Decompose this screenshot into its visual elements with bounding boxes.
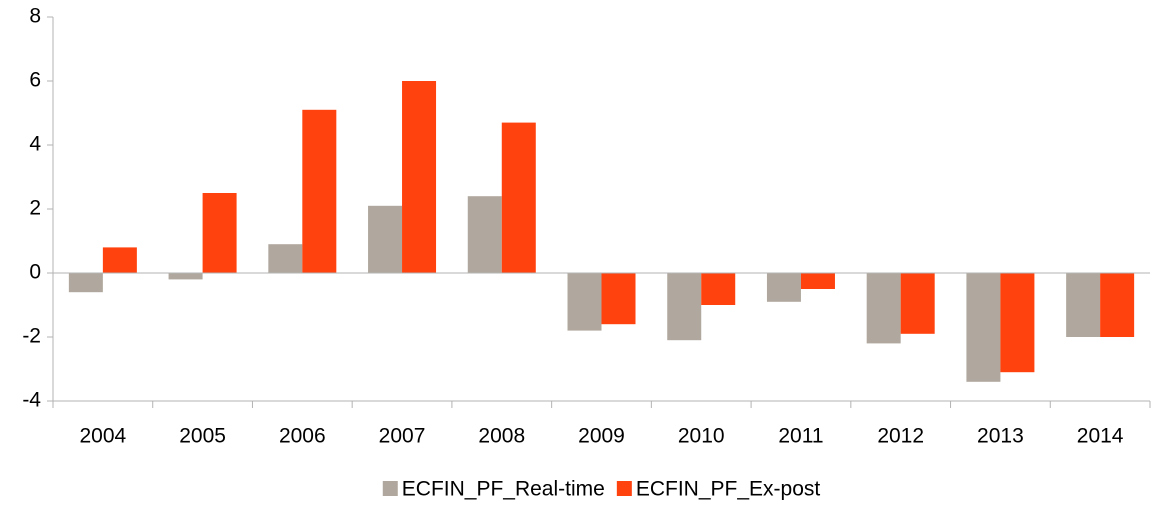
bar (168, 273, 203, 280)
legend-label: ECFIN_PF_Ex-post (636, 478, 821, 501)
bar (966, 273, 1001, 382)
legend-label: ECFIN_PF_Real-time (402, 478, 605, 501)
bar (102, 247, 137, 273)
x-tick-label: 2013 (977, 425, 1024, 448)
bar (368, 205, 403, 273)
bar (402, 81, 437, 273)
bar (268, 244, 303, 273)
y-tick-label: 8 (29, 5, 41, 28)
legend-item: ECFIN_PF_Ex-post (616, 478, 821, 501)
x-tick-label: 2010 (678, 425, 725, 448)
bar (567, 273, 602, 331)
bar (68, 273, 103, 293)
bar (501, 122, 536, 273)
legend: ECFIN_PF_Real-time ECFIN_PF_Ex-post (382, 478, 821, 501)
bar (1066, 273, 1101, 337)
legend-swatch (616, 481, 632, 496)
x-tick-label: 2009 (578, 425, 625, 448)
bar (1000, 273, 1035, 373)
y-tick-label: 4 (29, 133, 41, 156)
x-tick-label: 2011 (778, 425, 823, 448)
y-tick-label: 6 (29, 69, 41, 92)
bar (202, 193, 237, 273)
bar (1100, 273, 1135, 337)
y-tick-label: -2 (22, 325, 41, 348)
x-tick-label: 2007 (379, 425, 426, 448)
y-tick-label: -4 (22, 389, 41, 412)
x-tick-label: 2004 (80, 425, 127, 448)
y-tick-label: 0 (29, 261, 41, 284)
y-tick-label: 2 (29, 197, 41, 220)
bar (701, 273, 736, 305)
bar (766, 273, 801, 302)
x-tick-label: 2014 (1077, 425, 1124, 448)
bar (601, 273, 636, 325)
legend-swatch (382, 481, 398, 496)
bar (900, 273, 935, 334)
bar (302, 109, 337, 273)
bar (667, 273, 702, 341)
legend-item: ECFIN_PF_Real-time (382, 478, 605, 501)
x-tick-label: 2006 (279, 425, 326, 448)
x-tick-label: 2005 (179, 425, 226, 448)
x-tick-label: 2012 (877, 425, 924, 448)
x-tick-label: 2008 (478, 425, 525, 448)
bar (467, 196, 502, 273)
bar (800, 273, 835, 289)
bar (866, 273, 901, 344)
